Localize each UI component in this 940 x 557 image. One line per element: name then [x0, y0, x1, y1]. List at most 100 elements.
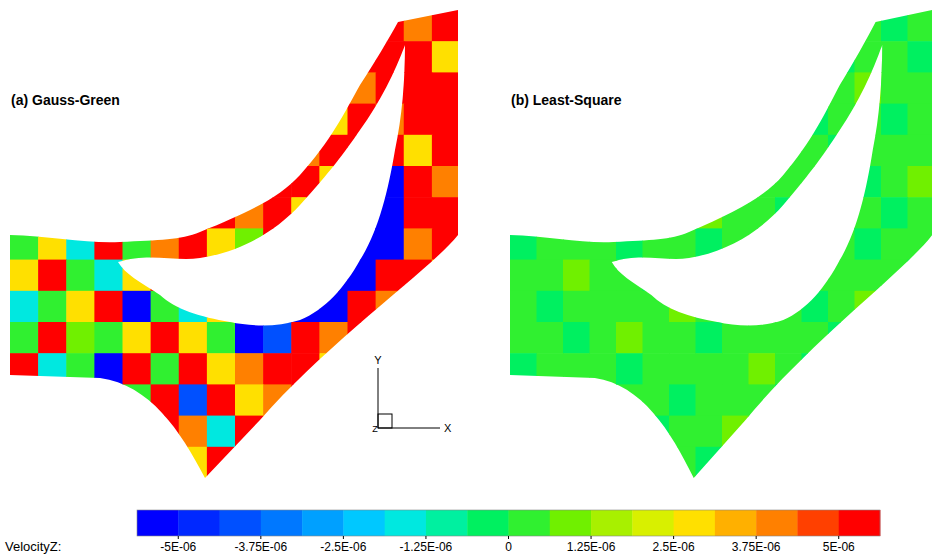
- contour-cell: [828, 197, 855, 229]
- contour-cell: [10, 197, 39, 229]
- contour-cell: [643, 228, 670, 260]
- contour-cell: [908, 41, 935, 73]
- contour-cell: [881, 197, 908, 229]
- contour-cell: [749, 447, 776, 479]
- contour-cell: [855, 322, 882, 354]
- contour-cell: [376, 291, 405, 323]
- colorbar-tick: [508, 536, 509, 539]
- colorbar-tick: [591, 536, 592, 539]
- contour-cell: [616, 197, 643, 229]
- colorbar-box: [426, 510, 468, 536]
- contour-cell: [291, 41, 320, 73]
- contour-cell: [207, 104, 236, 136]
- contour-cell: [616, 10, 643, 42]
- contour-cell: [696, 416, 723, 448]
- axes-triad: XYZ: [372, 354, 452, 434]
- colorbar-box: [591, 510, 633, 536]
- contour-cell: [537, 197, 564, 229]
- contour-cell: [643, 416, 670, 448]
- contour-cell: [537, 135, 564, 167]
- contour-cell: [10, 135, 39, 167]
- panel-title: (a) Gauss-Green: [11, 92, 120, 108]
- colorbar-box: [220, 510, 262, 536]
- panel: [510, 10, 935, 479]
- contour-cell: [722, 228, 749, 260]
- contour-cell: [563, 260, 590, 292]
- contour-cell: [828, 10, 855, 42]
- contour-cell: [775, 10, 802, 42]
- contour-cell: [881, 353, 908, 385]
- contour-cell: [123, 135, 152, 167]
- contour-cell: [10, 291, 39, 323]
- contour-cell: [643, 447, 670, 479]
- contour-cell: [151, 322, 180, 354]
- contour-cell: [802, 291, 829, 323]
- contour-cell: [749, 228, 776, 260]
- contour-cell: [123, 260, 152, 292]
- contour-cell: [669, 447, 696, 479]
- contour-cell: [855, 260, 882, 292]
- contour-cell: [828, 291, 855, 323]
- contour-cell: [235, 72, 264, 104]
- page: {"chart_data": {"type": "contour", "pane…: [0, 0, 940, 557]
- contour-cell: [722, 291, 749, 323]
- contour-cell: [696, 10, 723, 42]
- contour-cell: [669, 41, 696, 73]
- contour-cell: [669, 10, 696, 42]
- contour-cell: [537, 41, 564, 73]
- contour-cell: [404, 322, 433, 354]
- contour-cell: [722, 104, 749, 136]
- contour-cell: [855, 72, 882, 104]
- contour-cell: [179, 10, 208, 42]
- contour-cell: [775, 384, 802, 416]
- contour-cell: [590, 10, 617, 42]
- contour-cell: [510, 135, 537, 167]
- contour-cell: [263, 322, 292, 354]
- contour-cell: [235, 197, 264, 229]
- contour-cell: [537, 10, 564, 42]
- contour-cell: [722, 72, 749, 104]
- contour-cell: [376, 10, 405, 42]
- contour-cell: [881, 384, 908, 416]
- contour-cell: [828, 166, 855, 198]
- contour-cell: [151, 197, 180, 229]
- colorbar-box: [137, 510, 179, 536]
- contour-cell: [348, 228, 377, 260]
- contour-cell: [828, 384, 855, 416]
- contour-cell: [151, 135, 180, 167]
- contour-cell: [669, 416, 696, 448]
- contour-cell: [537, 104, 564, 136]
- contour-cell: [722, 135, 749, 167]
- contour-cell: [616, 228, 643, 260]
- contour-cell: [749, 41, 776, 73]
- contour-cell: [94, 228, 123, 260]
- contour-cell: [828, 416, 855, 448]
- contour-cell: [376, 197, 405, 229]
- contour-cell: [828, 228, 855, 260]
- contour-cell: [151, 41, 180, 73]
- contour-cell: [404, 197, 433, 229]
- contour-cell: [207, 353, 236, 385]
- contour-cell: [802, 10, 829, 42]
- contour-cell: [643, 135, 670, 167]
- contour-cell: [404, 104, 433, 136]
- contour-cell: [207, 291, 236, 323]
- contour-cell: [696, 447, 723, 479]
- contour-cell: [38, 166, 67, 198]
- contour-cell: [749, 416, 776, 448]
- contour-cell: [590, 104, 617, 136]
- contour-cell: [669, 135, 696, 167]
- contour-cell: [696, 72, 723, 104]
- contour-cell: [404, 41, 433, 73]
- contour-cell: [404, 353, 433, 385]
- contour-cell: [291, 10, 320, 42]
- contour-cell: [828, 260, 855, 292]
- contour-cell: [404, 135, 433, 167]
- contour-cell: [94, 416, 123, 448]
- contour-cell: [643, 72, 670, 104]
- colorbar-tick: [343, 536, 344, 539]
- contour-cell: [207, 260, 236, 292]
- contour-cell: [432, 291, 461, 323]
- contour-cell: [123, 228, 152, 260]
- contour-cell: [94, 322, 123, 354]
